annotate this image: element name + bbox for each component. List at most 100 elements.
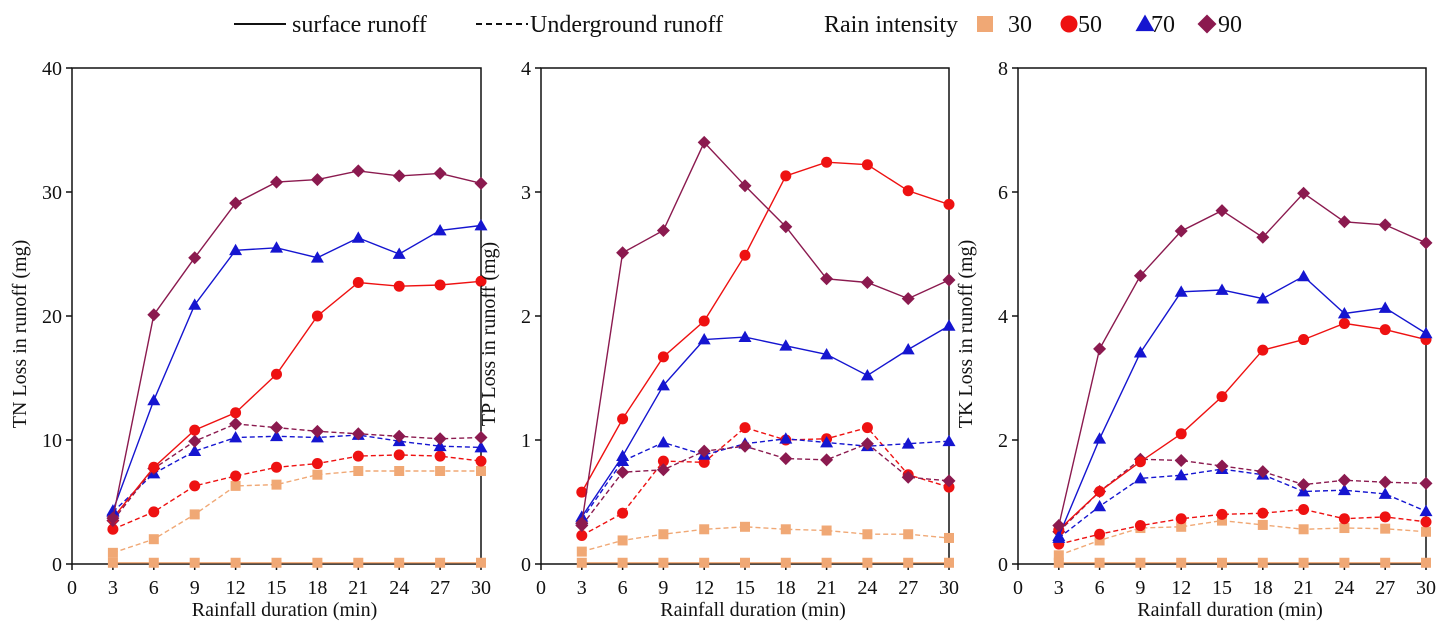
- y-axis-label: TK Loss in runoff (mg): [955, 240, 977, 429]
- series-surface-90: [106, 164, 488, 525]
- y-tick-label: 2: [521, 306, 531, 328]
- data-point: [1053, 550, 1064, 561]
- data-point: [476, 466, 486, 476]
- data-point: [353, 557, 364, 568]
- series-underground-30: [107, 466, 486, 558]
- data-point: [1217, 557, 1227, 568]
- series-line: [1058, 192, 1427, 526]
- data-point: [351, 427, 365, 441]
- series-underground-30: [1053, 515, 1431, 561]
- data-point: [738, 330, 752, 342]
- x-tick-label: 3: [108, 577, 118, 599]
- series-surface-30: [1053, 557, 1431, 568]
- data-point: [433, 432, 447, 446]
- data-point: [229, 417, 243, 431]
- series-line: [1058, 508, 1427, 545]
- data-point: [311, 458, 323, 470]
- data-point: [860, 369, 874, 381]
- x-tick-label: 0: [536, 577, 546, 599]
- data-point: [1379, 511, 1391, 523]
- data-point: [353, 466, 364, 476]
- legend-intensity-items: 30 50 70 90: [977, 12, 1242, 38]
- data-point: [1175, 513, 1187, 525]
- series-line: [581, 438, 950, 520]
- series-line: [581, 426, 950, 537]
- data-point: [1337, 483, 1351, 496]
- data-point: [942, 319, 956, 331]
- data-point: [1133, 346, 1147, 358]
- data-point: [780, 170, 792, 182]
- data-point: [657, 351, 669, 363]
- data-point: [107, 557, 118, 568]
- data-point: [780, 557, 791, 568]
- series-underground-50: [1053, 503, 1432, 550]
- data-point: [188, 434, 202, 448]
- x-tick-label: 6: [149, 577, 159, 599]
- data-point: [1094, 528, 1106, 540]
- data-point: [576, 557, 587, 568]
- data-point: [230, 470, 242, 482]
- data-point: [616, 449, 630, 461]
- y-tick-label: 8: [998, 58, 1008, 80]
- data-point: [821, 156, 833, 168]
- data-point: [392, 247, 406, 259]
- x-tick-label: 0: [1013, 577, 1023, 599]
- data-point: [1215, 283, 1229, 295]
- x-tick-label: 3: [1054, 577, 1064, 599]
- series-line: [112, 434, 482, 513]
- data-point: [270, 429, 283, 442]
- data-point: [903, 557, 914, 568]
- data-point: [902, 185, 914, 197]
- data-point: [617, 557, 628, 568]
- data-point: [1215, 204, 1229, 218]
- data-point: [656, 435, 670, 448]
- y-tick-label: 0: [998, 554, 1008, 576]
- series-line: [1058, 458, 1427, 533]
- data-point: [1419, 504, 1433, 517]
- data-point: [617, 507, 629, 519]
- data-point: [1378, 487, 1392, 499]
- x-tick-label: 21: [348, 577, 368, 599]
- legend-intensity-label: 90: [1218, 12, 1242, 38]
- data-point: [1297, 478, 1311, 492]
- data-point: [394, 557, 405, 568]
- data-point: [1093, 499, 1107, 512]
- data-point: [106, 511, 120, 525]
- data-point: [474, 440, 488, 453]
- data-point: [739, 249, 751, 261]
- series-underground-70: [1052, 462, 1433, 543]
- data-point: [1337, 215, 1351, 229]
- data-point: [903, 529, 914, 540]
- data-point: [1257, 344, 1269, 356]
- series-surface-70: [106, 218, 488, 516]
- series-line: [1058, 275, 1427, 537]
- legend-intensity-label: 50: [1078, 12, 1102, 38]
- series-underground-50: [107, 449, 487, 535]
- data-point: [394, 466, 405, 476]
- data-point: [656, 463, 670, 477]
- data-point: [393, 280, 405, 292]
- data-point: [575, 516, 589, 530]
- y-tick-label: 20: [42, 306, 62, 328]
- data-point: [311, 310, 323, 322]
- data-point: [147, 393, 161, 406]
- data-point: [779, 452, 793, 466]
- plot-frame: [1017, 67, 1427, 565]
- data-point: [474, 431, 488, 445]
- data-point: [820, 347, 834, 360]
- data-point: [392, 169, 406, 183]
- data-point: [188, 298, 202, 310]
- series-surface-70: [575, 319, 956, 522]
- data-point: [1337, 473, 1351, 487]
- data-point: [474, 218, 488, 231]
- series-line: [112, 470, 481, 554]
- data-point: [901, 437, 915, 449]
- legend-intensity-label: 70: [1151, 12, 1175, 38]
- data-point: [1175, 428, 1187, 440]
- data-point: [1421, 557, 1431, 568]
- series-surface-90: [575, 135, 956, 530]
- y-tick-label: 1: [521, 430, 531, 452]
- data-point: [576, 546, 587, 557]
- data-point: [1298, 524, 1309, 535]
- data-point: [1378, 301, 1392, 313]
